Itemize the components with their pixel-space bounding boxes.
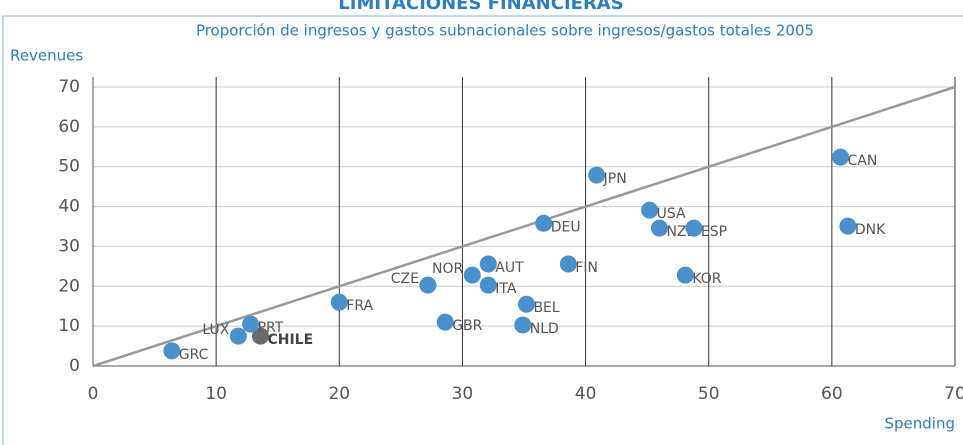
x-tick-label: 50 — [698, 384, 720, 404]
point — [479, 255, 497, 273]
point-label: NLD — [530, 321, 559, 337]
y-tick-label: 20 — [58, 276, 80, 296]
y-tick-label: 0 — [69, 356, 80, 376]
point — [517, 295, 535, 313]
y-tick-label: 70 — [58, 77, 80, 97]
point — [419, 276, 437, 294]
point-label: JPN — [603, 171, 627, 187]
point — [330, 293, 348, 311]
x-tick-label: 0 — [88, 384, 99, 404]
point — [588, 166, 606, 184]
point-label: DNK — [855, 222, 886, 238]
point — [559, 255, 577, 273]
x-tick-label: 20 — [328, 384, 350, 404]
point-label: ESP — [701, 224, 727, 240]
y-tick-label: 10 — [58, 316, 80, 336]
point-label: USA — [657, 206, 686, 222]
y-axis-label: Revenues — [10, 47, 83, 65]
point-label: GRC — [179, 347, 209, 363]
point-label: PRT — [258, 320, 284, 336]
point-label: ITA — [495, 281, 517, 297]
point-label: FIN — [575, 260, 598, 276]
point — [242, 315, 260, 333]
point — [650, 219, 668, 237]
x-axis-label: Spending — [885, 415, 956, 433]
x-tick-label: 60 — [821, 384, 843, 404]
point — [251, 327, 269, 345]
y-tick-label: 50 — [58, 157, 80, 177]
point — [479, 276, 497, 294]
point-label: DEU — [551, 219, 581, 235]
x-tick-label: 10 — [205, 384, 227, 404]
point — [831, 148, 849, 166]
x-tick-label: 70 — [944, 384, 963, 404]
point-label: BEL — [533, 300, 559, 316]
point-label: CHILE — [267, 332, 313, 348]
point-label: CAN — [847, 153, 877, 169]
point-label: AUT — [495, 260, 524, 276]
point — [676, 266, 694, 284]
point — [685, 219, 703, 237]
point-label: CZE — [391, 271, 419, 287]
y-tick-label: 30 — [58, 236, 80, 256]
x-tick-label: 30 — [452, 384, 474, 404]
y-tick-label: 40 — [58, 197, 80, 217]
x-tick-label: 40 — [575, 384, 597, 404]
point-label: GBR — [452, 318, 482, 334]
point — [163, 342, 181, 360]
reference-line — [92, 85, 956, 368]
header-band — [0, 0, 963, 16]
point — [229, 327, 247, 345]
header: LIMITACIONES FINANCIERAS — [338, 0, 623, 14]
point — [436, 313, 454, 331]
point-label: KOR — [692, 271, 721, 287]
point — [535, 214, 553, 232]
point — [514, 316, 532, 334]
chart-title: Proporción de ingresos y gastos subnacio… — [196, 22, 814, 40]
point-label: LUX — [202, 322, 229, 338]
point — [839, 217, 857, 235]
point — [463, 266, 481, 284]
y-tick-label: 60 — [58, 117, 80, 137]
point-label: NOR — [432, 261, 463, 277]
point-label: FRA — [346, 298, 373, 314]
point — [641, 201, 659, 219]
